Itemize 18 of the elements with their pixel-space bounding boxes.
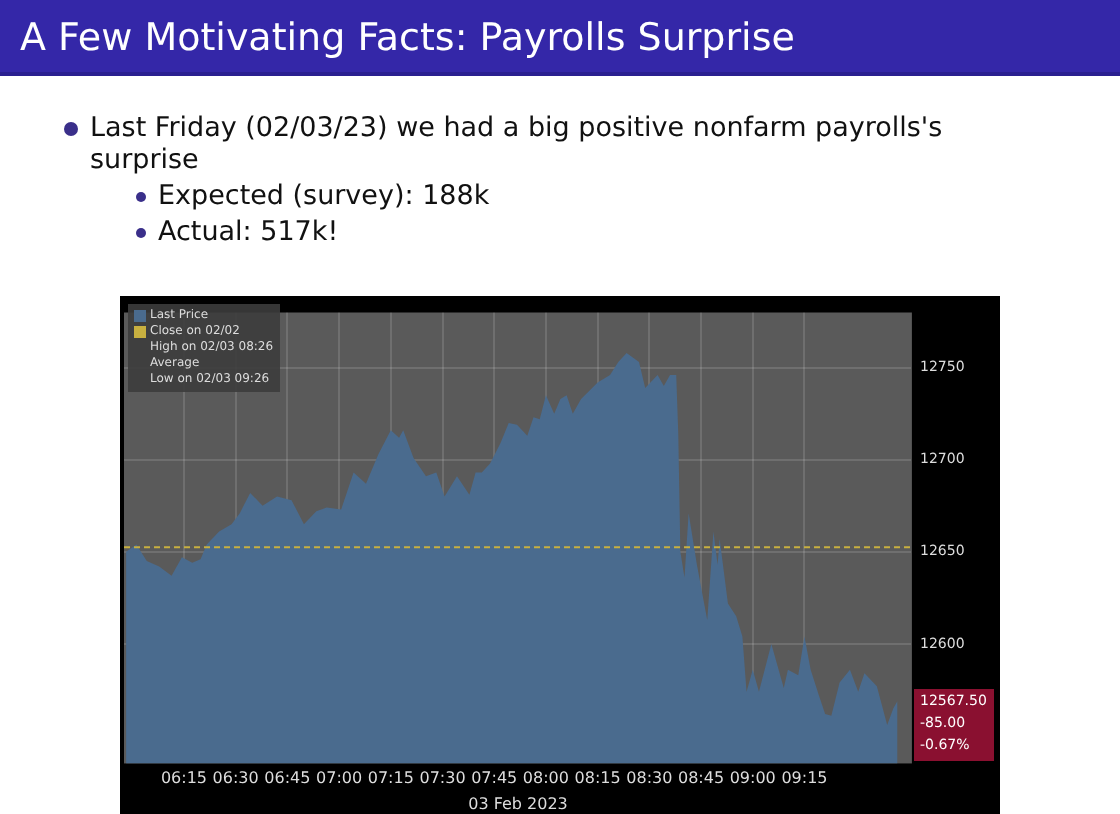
x-tick-label: 07:15 — [367, 769, 414, 788]
x-tick-label: 06:30 — [212, 769, 259, 788]
x-axis-title: 03 Feb 2023 — [468, 794, 568, 813]
text: Expected (survey): 188k — [158, 180, 490, 212]
chart-title: A Few Motivating Facts: Payrolls Surprise — [0, 0, 1120, 76]
x-tick-label: 08:30 — [626, 769, 673, 788]
text: Actual: 517k! — [158, 216, 339, 248]
x-tick-label: 08:45 — [677, 769, 725, 788]
x-tick-label: 09:15 — [781, 769, 828, 788]
x-tick-label: 08:00 — [522, 769, 569, 788]
x-tick-label: 06:45 — [264, 769, 311, 788]
x-tick-label: 07:45 — [471, 769, 518, 788]
x-tick-label: 06:15 — [160, 769, 208, 788]
x-tick-label: 09:00 — [729, 769, 776, 788]
chart-subtitle: Last Friday (02/03/23) we had a big positive nonfarm payrolls's surprise — [90, 112, 945, 176]
x-tick-label: 07:00 — [316, 769, 363, 788]
x-tick-label: 08:15 — [574, 769, 621, 788]
x-tick-label: 07:30 — [419, 769, 466, 788]
